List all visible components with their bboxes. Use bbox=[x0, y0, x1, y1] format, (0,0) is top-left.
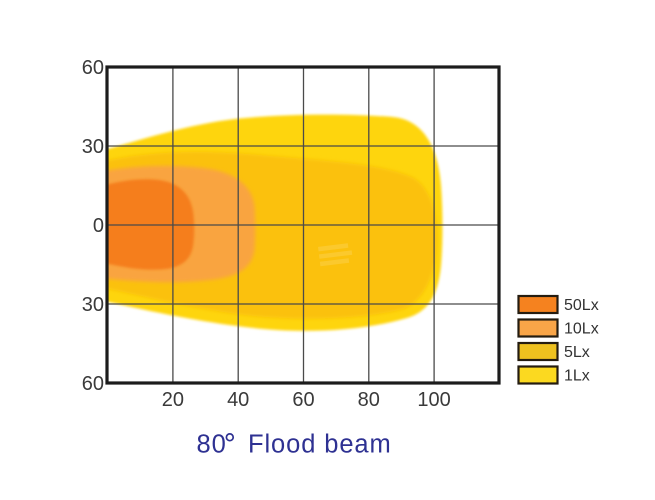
svg-text:60: 60 bbox=[292, 389, 314, 411]
svg-text:80: 80 bbox=[197, 431, 227, 459]
svg-text:60: 60 bbox=[82, 373, 104, 395]
svg-text:30: 30 bbox=[82, 294, 104, 316]
svg-text:80: 80 bbox=[358, 389, 380, 411]
svg-text:0: 0 bbox=[93, 215, 104, 237]
svg-text:40: 40 bbox=[227, 389, 249, 411]
svg-text:50Lx: 50Lx bbox=[564, 297, 599, 314]
svg-text:5Lx: 5Lx bbox=[564, 344, 590, 361]
svg-text:60: 60 bbox=[82, 57, 104, 79]
svg-text:100: 100 bbox=[417, 389, 450, 411]
svg-text:30: 30 bbox=[82, 136, 104, 158]
svg-text:1Lx: 1Lx bbox=[564, 368, 590, 385]
svg-text:20: 20 bbox=[162, 389, 184, 411]
svg-text:Flood beam: Flood beam bbox=[248, 431, 392, 459]
svg-text:10Lx: 10Lx bbox=[564, 321, 599, 338]
